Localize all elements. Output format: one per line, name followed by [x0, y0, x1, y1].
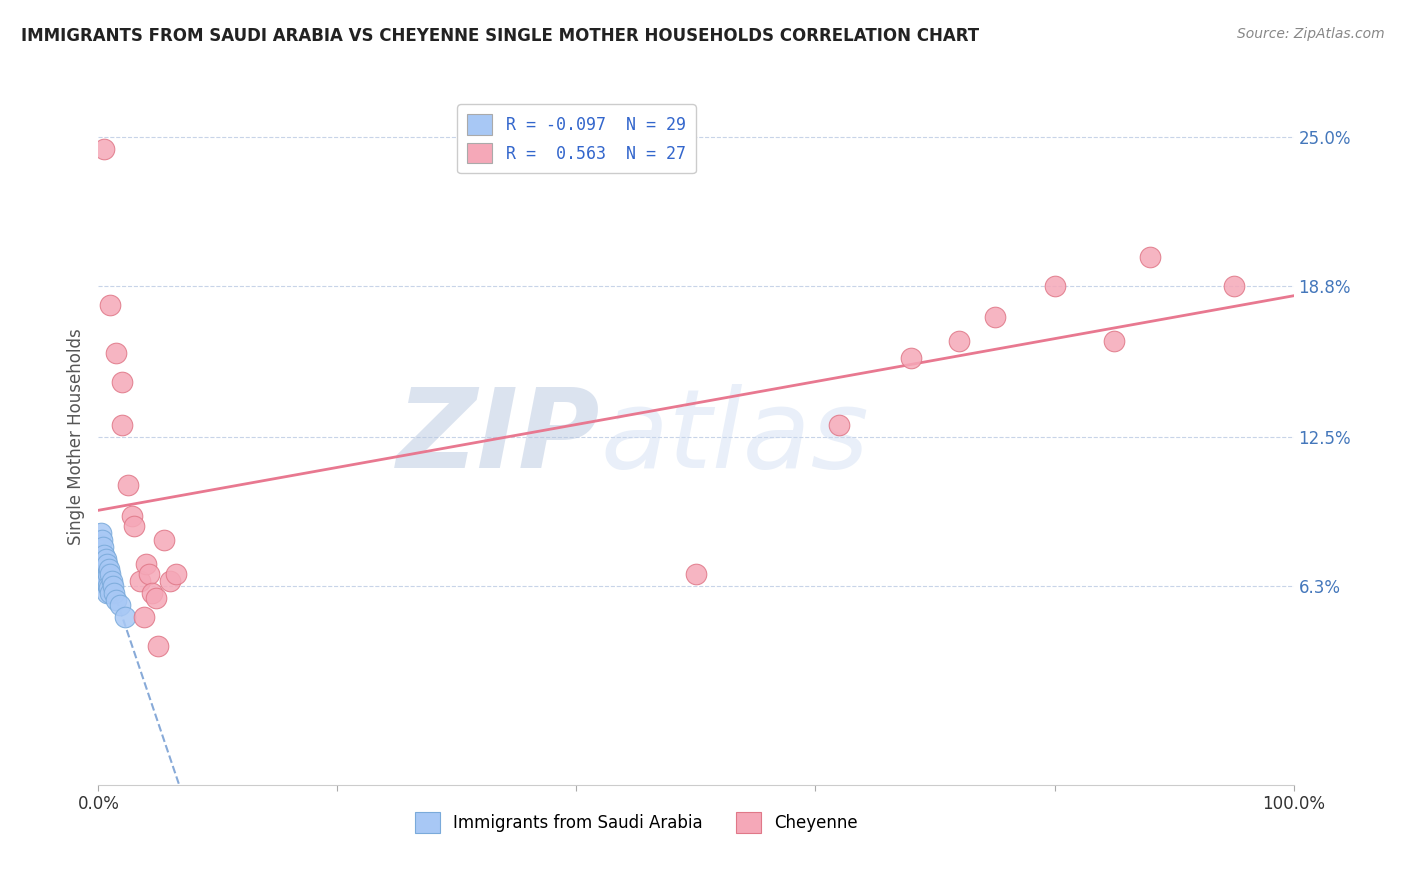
Point	[153, 533, 176, 548]
Point	[145, 591, 167, 605]
Point	[91, 555, 114, 569]
Point	[100, 574, 122, 588]
Point	[135, 558, 157, 572]
Point	[93, 562, 115, 576]
Point	[900, 351, 922, 365]
Point	[132, 610, 155, 624]
Point	[91, 558, 114, 572]
Point	[124, 519, 146, 533]
Point	[90, 542, 112, 557]
Point	[94, 569, 117, 583]
Point	[111, 418, 134, 433]
Point	[97, 579, 120, 593]
Y-axis label: Single Mother Households: Single Mother Households	[66, 329, 84, 545]
Point	[98, 581, 121, 595]
Text: Source: ZipAtlas.com: Source: ZipAtlas.com	[1237, 27, 1385, 41]
Point	[91, 533, 114, 548]
Point	[148, 639, 170, 653]
Point	[97, 566, 120, 581]
Point	[96, 586, 118, 600]
Point	[121, 509, 143, 524]
Point	[828, 418, 851, 433]
Point	[93, 574, 115, 588]
Point	[108, 598, 131, 612]
Point	[91, 549, 114, 564]
Point	[91, 566, 114, 581]
Point	[90, 526, 112, 541]
Point	[98, 566, 122, 581]
Point	[105, 346, 128, 360]
Point	[114, 610, 136, 624]
Point	[117, 478, 139, 492]
Text: atlas: atlas	[600, 384, 869, 491]
Point	[93, 548, 115, 562]
Point	[91, 541, 114, 555]
Point	[111, 375, 134, 389]
Point	[159, 574, 181, 588]
Point	[96, 574, 118, 588]
Point	[1139, 250, 1161, 264]
Point	[948, 334, 970, 348]
Point	[93, 142, 115, 156]
Point	[98, 298, 122, 312]
Point	[138, 566, 160, 581]
Point	[685, 566, 707, 581]
Point	[98, 586, 122, 600]
Point	[1104, 334, 1126, 348]
Point	[105, 593, 128, 607]
Text: ZIP: ZIP	[396, 384, 600, 491]
Text: IMMIGRANTS FROM SAUDI ARABIA VS CHEYENNE SINGLE MOTHER HOUSEHOLDS CORRELATION CH: IMMIGRANTS FROM SAUDI ARABIA VS CHEYENNE…	[21, 27, 979, 45]
Point	[129, 574, 152, 588]
Point	[96, 558, 118, 572]
Point	[165, 566, 187, 581]
Point	[984, 310, 1007, 325]
Point	[98, 562, 121, 576]
Point	[1223, 279, 1246, 293]
Point	[141, 586, 163, 600]
Point	[103, 586, 125, 600]
Point	[1043, 279, 1066, 293]
Point	[94, 552, 117, 566]
Legend: Immigrants from Saudi Arabia, Cheyenne: Immigrants from Saudi Arabia, Cheyenne	[408, 805, 865, 839]
Point	[89, 538, 111, 552]
Point	[101, 579, 124, 593]
